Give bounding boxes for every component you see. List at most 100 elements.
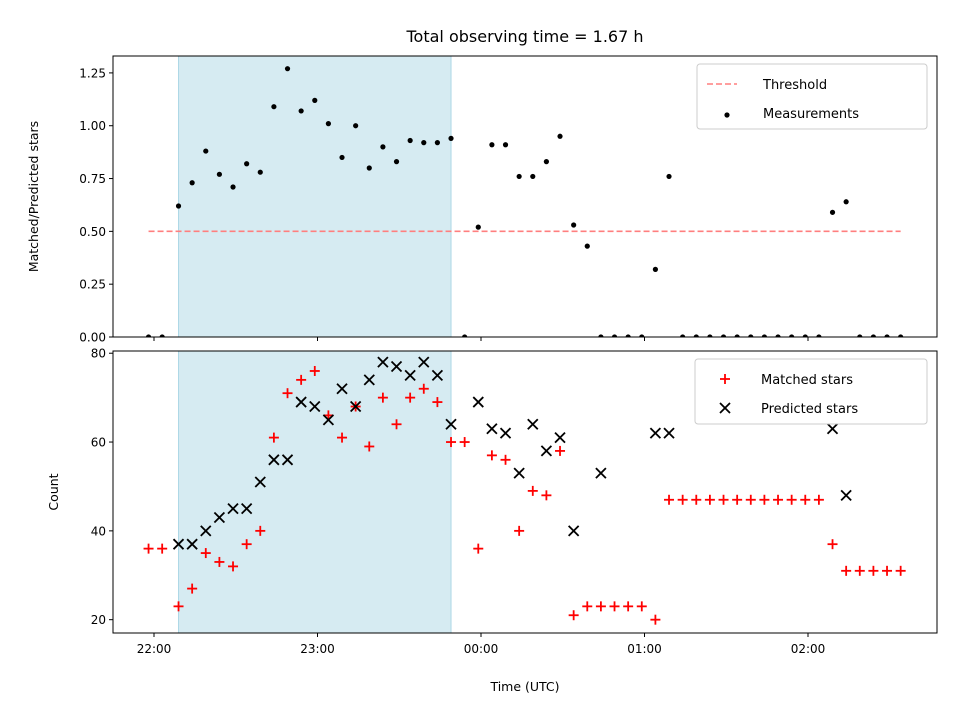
- predicted-star-point: [172, 538, 185, 550]
- matched-star-point: [432, 397, 443, 408]
- top-panel: 0.00 0.25 0.50 0.75 1.00 1.25 Matched/Predicte…: [26, 55, 938, 345]
- matched-star-point: [813, 494, 824, 505]
- predicted-star-point: [595, 467, 607, 479]
- matched-star-point: [514, 525, 525, 536]
- matched-star-point: [500, 454, 511, 465]
- legend-entry-label: Predicted stars: [761, 402, 858, 417]
- bottom-legend: Matched stars Predicted stars: [694, 358, 928, 425]
- matched-star-point: [143, 543, 154, 554]
- measurement-point: [339, 154, 345, 161]
- matched-star-point: [650, 614, 661, 625]
- predicted-star-point: [540, 445, 553, 457]
- bottom-y-tick-label: 20: [91, 613, 106, 627]
- measurement-point: [353, 123, 359, 129]
- measurement-point: [284, 66, 291, 72]
- matched-star-point: [200, 548, 211, 559]
- measurement-point: [325, 121, 331, 127]
- measurement-point: [230, 184, 236, 190]
- matched-star-point: [364, 441, 375, 452]
- measurement-point: [693, 334, 699, 337]
- measurement-point: [734, 334, 740, 337]
- matched-star-point: [827, 539, 838, 550]
- top-y-tick-label: 0.50: [79, 225, 106, 239]
- matched-star-point: [527, 485, 538, 496]
- measurement-point: [421, 140, 427, 146]
- predicted-star-point: [227, 503, 239, 515]
- matched-star-point: [636, 601, 647, 612]
- matched-star-point: [157, 543, 168, 554]
- measurement-point: [216, 171, 222, 177]
- measurement-point: [884, 334, 890, 337]
- predicted-star-point: [186, 538, 198, 550]
- measurement-point: [571, 222, 577, 228]
- measurement-point: [898, 334, 904, 337]
- matched-star-point: [882, 565, 893, 576]
- matched-star-point: [541, 490, 552, 501]
- measurement-point: [639, 334, 645, 337]
- predicted-star-point: [309, 400, 321, 413]
- predicted-star-point: [445, 418, 457, 430]
- x-tick-label: 23:00: [300, 642, 335, 656]
- legend-predicted-swatch: [719, 402, 731, 414]
- matched-star-point: [391, 419, 402, 430]
- matched-star-point: [745, 494, 756, 505]
- matched-star-point: [446, 437, 457, 448]
- measurement-point: [625, 334, 631, 337]
- legend-matched-swatch: [720, 374, 730, 384]
- measurement-point: [203, 148, 209, 154]
- measurement-point: [271, 104, 277, 110]
- measurement-point: [475, 224, 481, 230]
- matched-star-point: [459, 437, 470, 448]
- measurement-point: [257, 169, 263, 175]
- matched-star-point: [173, 601, 184, 612]
- top-y-tick-label: 0.75: [79, 172, 106, 186]
- legend-box: [694, 358, 928, 425]
- measurement-point: [611, 334, 618, 337]
- measurement-point: [761, 334, 767, 337]
- matched-star-point: [555, 445, 566, 456]
- measurement-point: [584, 243, 590, 249]
- measurement-point: [380, 144, 386, 150]
- bottom-panel: 20 40 60 80 22:00 23:00 00:00 01:00 02:00 Count Ma…: [46, 347, 938, 656]
- measurement-point: [189, 180, 195, 186]
- predicted-star-point: [363, 374, 375, 386]
- predicted-star-point: [404, 369, 416, 382]
- predicted-star-point: [826, 423, 839, 435]
- measurement-point: [748, 334, 754, 337]
- matched-star-point: [337, 432, 348, 443]
- measurement-point: [298, 108, 304, 114]
- predicted-star-point: [649, 427, 662, 439]
- measurement-point: [857, 334, 863, 337]
- predicted-star-point: [336, 383, 348, 395]
- legend-entry-label: Threshold: [762, 78, 827, 93]
- legend-box: [696, 63, 928, 130]
- legend-measurement-swatch: [724, 112, 730, 118]
- predicted-star-point: [281, 454, 294, 466]
- measurement-point: [598, 334, 604, 337]
- bottom-y-tick-label: 60: [91, 436, 106, 450]
- bottom-y-tick-label: 40: [91, 524, 106, 538]
- predicted-star-point: [418, 356, 430, 368]
- matched-star-point: [732, 494, 743, 505]
- measurement-point: [816, 334, 822, 337]
- predicted-star-point: [663, 427, 675, 439]
- predicted-star-point: [431, 369, 444, 382]
- matched-star-point: [718, 494, 729, 505]
- predicted-star-point: [554, 431, 566, 444]
- measurement-point: [516, 173, 522, 180]
- predicted-star-point: [568, 525, 580, 537]
- matched-star-point: [228, 561, 239, 572]
- top-series-measurements: [145, 66, 904, 337]
- matched-star-point: [786, 494, 797, 505]
- predicted-star-point: [295, 396, 307, 408]
- measurement-point: [502, 142, 509, 148]
- measurement-point: [652, 266, 659, 272]
- measurement-point: [666, 173, 672, 180]
- measurement-point: [244, 161, 250, 167]
- matched-star-point: [841, 565, 852, 576]
- matched-star-point: [704, 494, 715, 505]
- bottom-y-axis-label: Count: [46, 473, 61, 510]
- predicted-star-point: [527, 418, 539, 430]
- measurement-point: [843, 199, 849, 205]
- measurement-point: [829, 209, 836, 215]
